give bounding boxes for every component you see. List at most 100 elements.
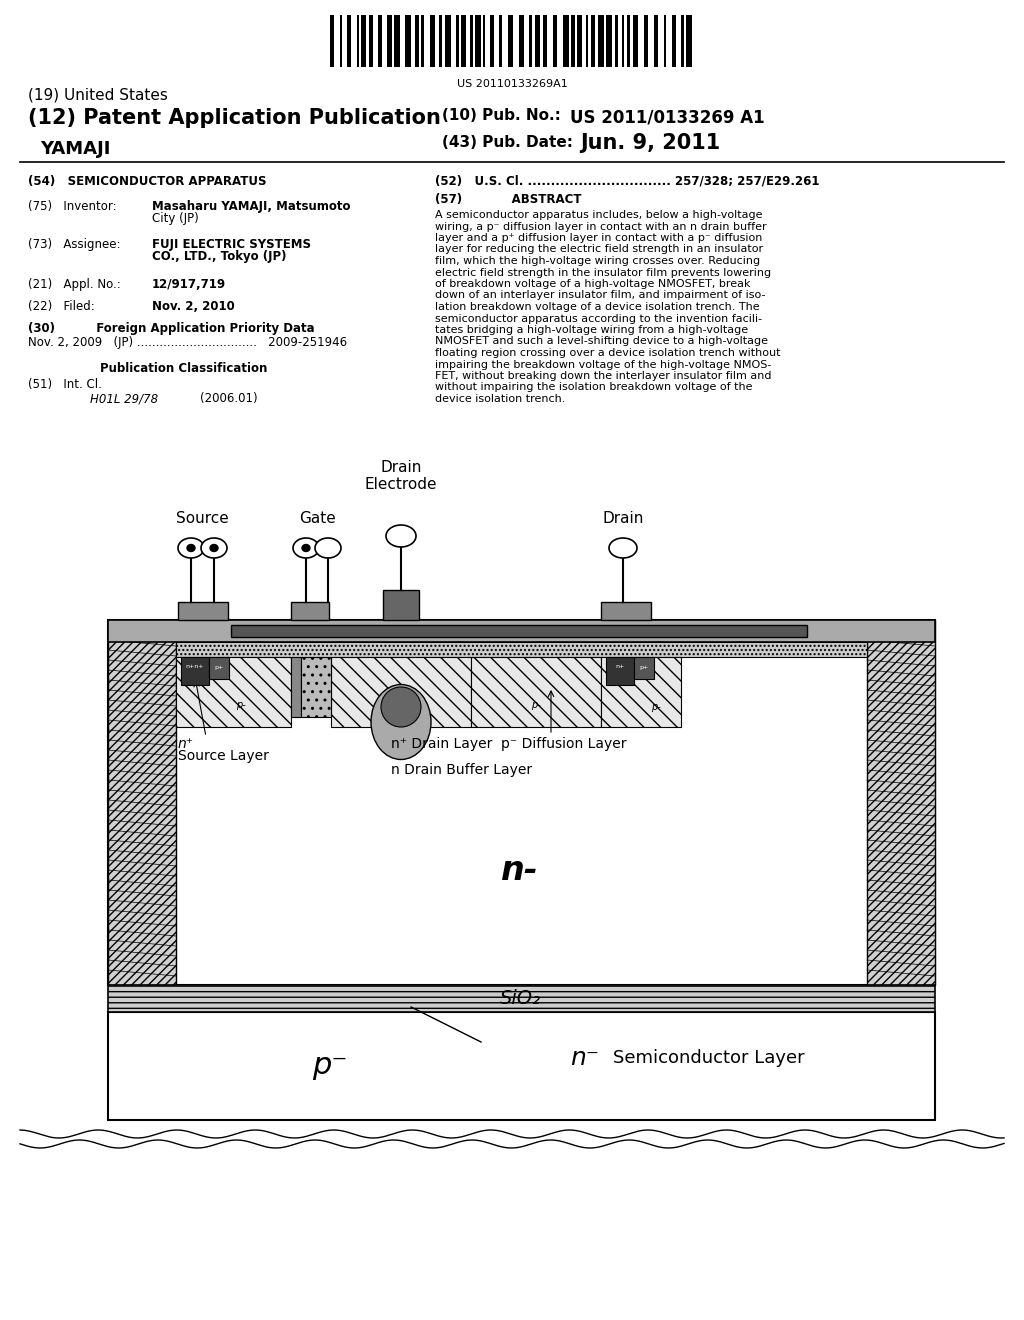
Text: film, which the high-voltage wiring crosses over. Reducing: film, which the high-voltage wiring cros… xyxy=(435,256,760,267)
Text: p-: p- xyxy=(651,702,660,711)
Text: n⁺: n⁺ xyxy=(178,737,195,751)
Text: n+: n+ xyxy=(615,664,625,669)
Text: (30)          Foreign Application Priority Data: (30) Foreign Application Priority Data xyxy=(28,322,314,335)
Bar xyxy=(563,15,568,67)
Text: 12/917,719: 12/917,719 xyxy=(152,279,226,290)
Bar xyxy=(430,15,435,67)
Text: Drain
Electrode: Drain Electrode xyxy=(365,459,437,492)
Bar xyxy=(387,15,392,67)
Text: A semiconductor apparatus includes, below a high-voltage: A semiconductor apparatus includes, belo… xyxy=(435,210,763,220)
Bar xyxy=(644,15,648,67)
Bar xyxy=(421,15,424,67)
Bar xyxy=(601,657,681,727)
Text: SiO₂: SiO₂ xyxy=(500,989,541,1007)
Bar xyxy=(361,15,366,67)
Bar xyxy=(664,15,667,67)
Text: n+n+: n+n+ xyxy=(185,664,204,669)
Bar xyxy=(475,15,481,67)
Bar xyxy=(108,620,935,642)
Bar xyxy=(483,15,485,67)
Bar xyxy=(471,657,601,727)
Text: US 20110133269A1: US 20110133269A1 xyxy=(457,79,567,88)
Text: semiconductor apparatus according to the invention facili-: semiconductor apparatus according to the… xyxy=(435,314,762,323)
Text: CO., LTD., Tokyo (JP): CO., LTD., Tokyo (JP) xyxy=(152,249,287,263)
Ellipse shape xyxy=(293,539,319,558)
Bar xyxy=(291,657,301,717)
Text: n Drain Buffer Layer: n Drain Buffer Layer xyxy=(391,763,532,777)
Text: (43) Pub. Date:: (43) Pub. Date: xyxy=(442,135,573,150)
Bar xyxy=(553,15,557,67)
Text: of breakdown voltage of a high-voltage NMOSFET, break: of breakdown voltage of a high-voltage N… xyxy=(435,279,751,289)
Text: NMOSFET and such a level-shifting device to a high-voltage: NMOSFET and such a level-shifting device… xyxy=(435,337,768,346)
Text: (22)   Filed:: (22) Filed: xyxy=(28,300,95,313)
Text: electric field strength in the insulator film prevents lowering: electric field strength in the insulator… xyxy=(435,268,771,277)
Text: (21)   Appl. No.:: (21) Appl. No.: xyxy=(28,279,121,290)
Bar xyxy=(438,15,442,67)
Bar xyxy=(176,657,291,727)
Bar xyxy=(601,602,651,620)
Bar xyxy=(108,985,935,1012)
Bar xyxy=(681,15,684,67)
Text: H01L 29/78: H01L 29/78 xyxy=(90,392,158,405)
Text: floating region crossing over a device isolation trench without: floating region crossing over a device i… xyxy=(435,348,780,358)
Bar xyxy=(301,657,331,717)
Ellipse shape xyxy=(315,539,341,558)
Text: (12) Patent Application Publication: (12) Patent Application Publication xyxy=(28,108,441,128)
Bar xyxy=(528,15,531,67)
Bar xyxy=(181,657,209,685)
Ellipse shape xyxy=(371,685,431,759)
Bar xyxy=(378,15,382,67)
Text: p⁻: p⁻ xyxy=(312,1052,348,1081)
Bar xyxy=(356,15,358,67)
Ellipse shape xyxy=(210,544,218,552)
Text: lation breakdown voltage of a device isolation trench. The: lation breakdown voltage of a device iso… xyxy=(435,302,760,312)
Text: p+: p+ xyxy=(214,665,223,671)
Text: (19) United States: (19) United States xyxy=(28,88,168,103)
Bar xyxy=(489,15,495,67)
Text: (73)   Assignee:: (73) Assignee: xyxy=(28,238,121,251)
Bar xyxy=(606,15,611,67)
Bar xyxy=(331,657,471,727)
Bar xyxy=(108,620,176,985)
Text: without impairing the isolation breakdown voltage of the: without impairing the isolation breakdow… xyxy=(435,383,753,392)
Text: p+: p+ xyxy=(639,665,648,671)
Bar xyxy=(606,657,634,685)
Bar xyxy=(108,620,935,985)
Text: n-: n- xyxy=(501,854,539,887)
Bar xyxy=(383,590,419,620)
Bar xyxy=(369,15,374,67)
Text: Publication Classification: Publication Classification xyxy=(100,362,267,375)
Bar xyxy=(508,15,513,67)
Text: (57)            ABSTRACT: (57) ABSTRACT xyxy=(435,193,582,206)
Text: Drain: Drain xyxy=(602,511,644,525)
Text: impairing the breakdown voltage of the high-voltage NMOS-: impairing the breakdown voltage of the h… xyxy=(435,359,771,370)
Text: Jun. 9, 2011: Jun. 9, 2011 xyxy=(580,133,720,153)
Bar xyxy=(867,620,935,985)
Bar xyxy=(209,657,229,678)
Text: Masaharu YAMAJI, Matsumoto: Masaharu YAMAJI, Matsumoto xyxy=(152,201,350,213)
Bar xyxy=(394,15,400,67)
Text: Source Layer: Source Layer xyxy=(178,748,269,763)
Bar xyxy=(470,15,473,67)
Text: layer and a p⁺ diffusion layer in contact with a p⁻ diffusion: layer and a p⁺ diffusion layer in contac… xyxy=(435,234,763,243)
Bar xyxy=(578,15,582,67)
Text: Nov. 2, 2009   (JP) ................................   2009-251946: Nov. 2, 2009 (JP) ......................… xyxy=(28,337,347,348)
Text: FUJI ELECTRIC SYSTEMS: FUJI ELECTRIC SYSTEMS xyxy=(152,238,311,251)
Bar xyxy=(330,15,335,67)
Ellipse shape xyxy=(386,525,416,546)
Text: p-: p- xyxy=(531,700,541,710)
Text: (51)   Int. Cl.: (51) Int. Cl. xyxy=(28,378,101,391)
Bar xyxy=(615,15,618,67)
Bar xyxy=(108,1012,935,1119)
Text: (2006.01): (2006.01) xyxy=(200,392,258,405)
Text: US 2011/0133269 A1: US 2011/0133269 A1 xyxy=(570,108,765,125)
Ellipse shape xyxy=(609,539,637,558)
Bar xyxy=(291,602,329,620)
Text: n⁺ Drain Layer: n⁺ Drain Layer xyxy=(391,737,493,751)
Ellipse shape xyxy=(187,544,195,552)
Bar xyxy=(622,15,624,67)
Bar xyxy=(634,657,654,678)
Bar xyxy=(176,642,867,657)
Bar xyxy=(598,15,604,67)
Text: Gate: Gate xyxy=(299,511,336,525)
